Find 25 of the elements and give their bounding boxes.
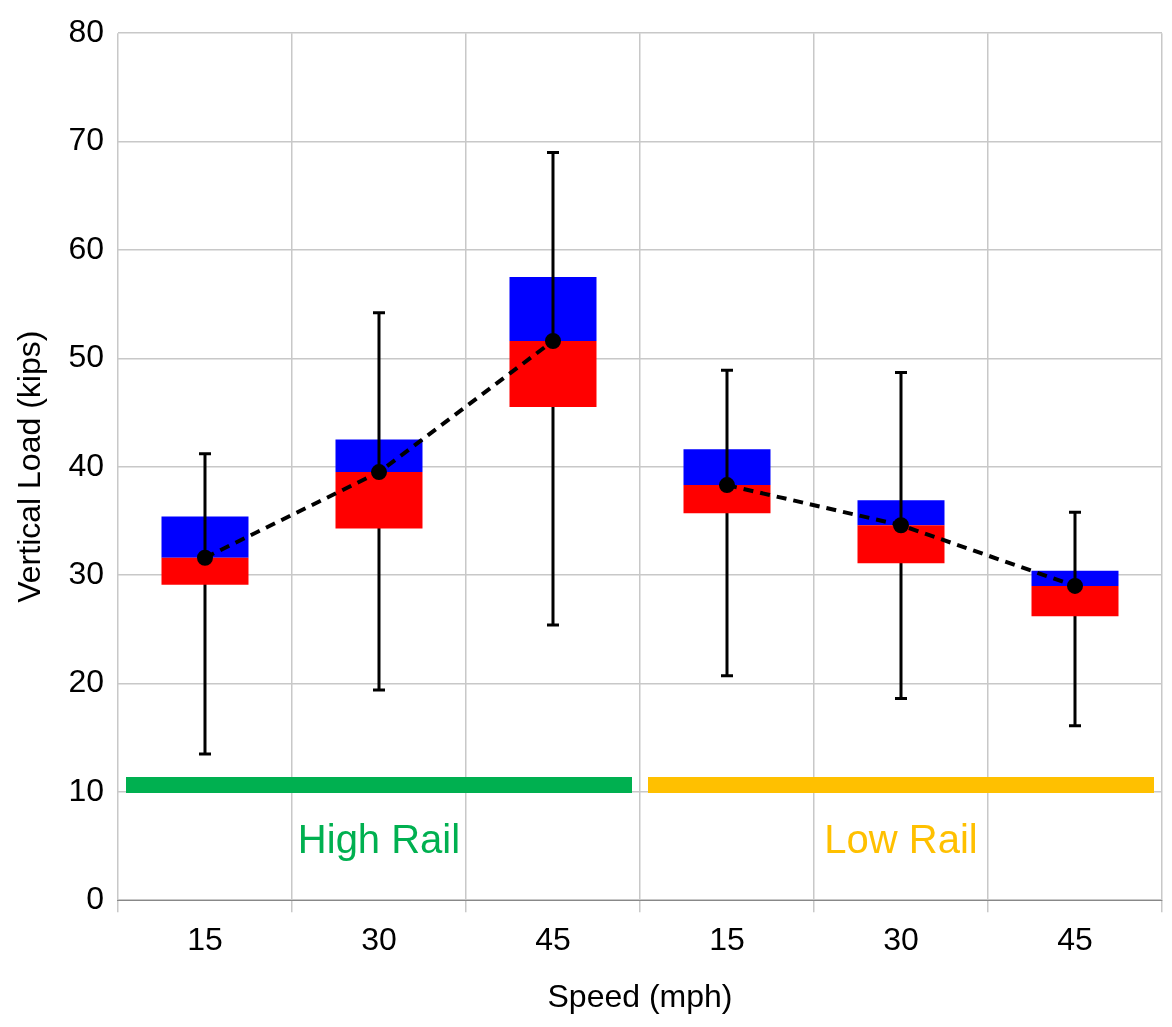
point — [893, 517, 909, 534]
y-tick-label: 70 — [68, 121, 104, 158]
y-tick-label: 60 — [68, 229, 104, 266]
x-tick-label: 30 — [361, 921, 397, 958]
y-tick-label: 80 — [68, 13, 104, 50]
x-tick-label: 15 — [187, 921, 223, 958]
point — [545, 332, 561, 349]
x-axis-title: Speed (mph) — [547, 977, 733, 1014]
x-tick-label: 45 — [1057, 921, 1093, 958]
y-tick-label: 10 — [68, 771, 104, 808]
y-tick-label: 20 — [68, 663, 104, 700]
annotation: Low Rail — [824, 816, 978, 861]
x-tick-label: 45 — [535, 921, 571, 958]
y-tick-label: 30 — [68, 554, 104, 591]
point — [371, 464, 387, 481]
x-tick-label: 15 — [709, 921, 745, 958]
point — [719, 477, 735, 494]
x-tick-label: 30 — [883, 921, 919, 958]
point — [1067, 577, 1083, 594]
point — [196, 549, 213, 566]
y-tick-label: 50 — [68, 338, 104, 375]
y-axis-title: Vertical Load (kips) — [11, 330, 48, 603]
y-tick-label: 40 — [68, 446, 104, 483]
annotation: High Rail — [297, 816, 461, 861]
y-tick-label: 0 — [86, 880, 104, 917]
